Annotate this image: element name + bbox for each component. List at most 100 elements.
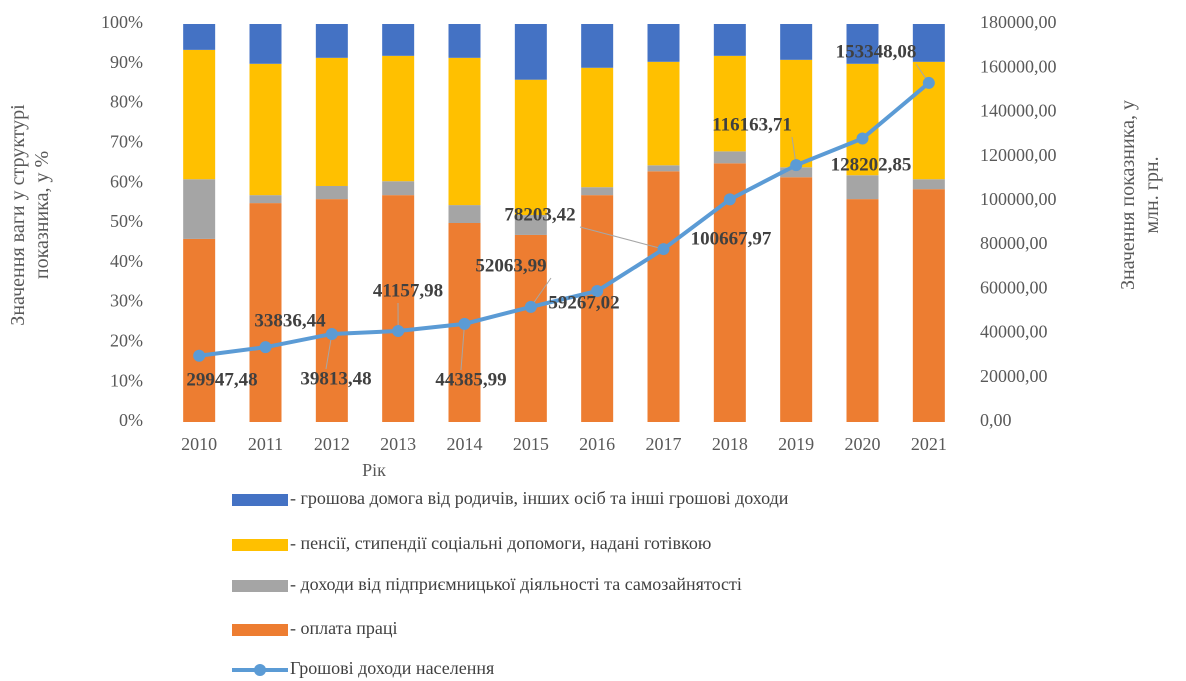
x-axis-title: Рік: [362, 460, 386, 480]
bar-segment: [448, 57, 481, 206]
bar-segment: [713, 24, 746, 56]
bar-segment: [315, 57, 348, 186]
x-tick-label: 2021: [911, 434, 947, 454]
y2-tick-label: 120000,00: [980, 145, 1057, 165]
legend-swatch: [232, 580, 288, 592]
x-tick-label: 2010: [181, 434, 217, 454]
x-tick-label: 2019: [778, 434, 814, 454]
bar-segment: [581, 67, 614, 188]
legend-swatch: [232, 624, 288, 636]
line-point: [458, 317, 471, 330]
y-tick-label: 0%: [119, 410, 143, 430]
line: [198, 81, 931, 358]
bar-segment: [514, 79, 547, 216]
line-point: [856, 132, 869, 145]
bar-segment: [846, 199, 879, 422]
y-tick-label: 40%: [110, 251, 143, 271]
line-point: [723, 193, 736, 206]
bar-segment: [183, 49, 216, 180]
value-label: 116163,71: [712, 114, 792, 135]
legend-marker: [254, 664, 266, 676]
bar-segment: [647, 171, 680, 422]
bar-segment: [514, 234, 547, 422]
bar-segment: [713, 151, 746, 164]
y2-tick-label: 160000,00: [980, 56, 1057, 76]
bar-segment: [846, 24, 879, 64]
bar-segment: [912, 24, 945, 62]
bar-segment: [315, 199, 348, 422]
line-point: [591, 284, 604, 297]
bar-segment: [647, 24, 680, 62]
bar-segment: [448, 205, 481, 223]
bar-segment: [514, 24, 547, 80]
legend-label: - пенсії, стипендії соціальні допомоги, …: [290, 533, 711, 553]
bar-segment: [183, 238, 216, 422]
bar-segment: [249, 63, 282, 196]
bar-segment: [382, 55, 415, 182]
leader-line: [460, 323, 465, 371]
x-tick-label: 2016: [579, 434, 615, 454]
bar-segment: [912, 179, 945, 190]
y2-tick-label: 80000,00: [980, 233, 1048, 253]
bar-segment: [780, 177, 813, 422]
bar-segment: [647, 165, 680, 172]
value-label: 59267,02: [548, 292, 619, 313]
x-tick-label: 2017: [646, 434, 682, 454]
bar-segment: [183, 179, 216, 239]
line-point: [259, 341, 272, 354]
y-tick-label: 60%: [110, 171, 143, 191]
bar-segment: [315, 24, 348, 58]
bar-segment: [581, 24, 614, 68]
bar-segment: [846, 175, 879, 200]
line-point: [922, 76, 935, 89]
axis-title: Значення ваги у структурі показника, у %: [7, 104, 53, 326]
bar-segment: [249, 203, 282, 422]
value-label: 153348,08: [836, 41, 917, 62]
y-tick-label: 70%: [110, 132, 143, 152]
y-tick-label: 20%: [110, 331, 143, 351]
y-tick-label: 10%: [110, 370, 143, 390]
y-tick-label: 30%: [110, 291, 143, 311]
bar-segment: [249, 195, 282, 204]
bar-segment: [780, 167, 813, 178]
legend-label: - оплата праці: [290, 618, 397, 638]
bar-segment: [912, 189, 945, 422]
y-tick-label: 50%: [110, 211, 143, 231]
y-tick-label: 90%: [110, 52, 143, 72]
y-tick-label: 100%: [101, 12, 143, 32]
y-tick-label: 80%: [110, 92, 143, 112]
axis-title: Значення показника, у млн. грн.: [1117, 100, 1163, 290]
bar-segment: [448, 24, 481, 58]
value-label: 44385,99: [435, 369, 506, 390]
x-tick-label: 2020: [845, 434, 881, 454]
x-tick-label: 2012: [314, 434, 350, 454]
y2-tick-label: 180000,00: [980, 12, 1057, 32]
line-point: [193, 349, 206, 362]
y2-tick-label: 20000,00: [980, 366, 1048, 386]
value-label: 100667,97: [691, 228, 772, 249]
bar-segment: [382, 181, 415, 196]
bar-segment: [183, 24, 216, 50]
legend-label: - грошова домога від родичів, інших осіб…: [290, 488, 789, 508]
bar-segment: [647, 61, 680, 166]
legend-label: Грошові доходи населення: [290, 658, 494, 678]
value-label: 39813,48: [300, 368, 371, 389]
line-point: [524, 300, 537, 313]
bar-segment: [780, 59, 813, 168]
line-point: [392, 324, 405, 337]
value-label: 78203,42: [504, 204, 575, 225]
x-tick-label: 2013: [380, 434, 416, 454]
line-point: [790, 159, 803, 172]
x-tick-label: 2011: [248, 434, 283, 454]
legend-label: - доходи від підприємницької діяльності …: [290, 574, 742, 594]
bar-segment: [514, 215, 547, 235]
bar-segment: [581, 195, 614, 422]
x-tick-label: 2014: [447, 434, 483, 454]
line-point: [325, 327, 338, 340]
y2-tick-label: 100000,00: [980, 189, 1057, 209]
y2-tick-label: 40000,00: [980, 322, 1048, 342]
bar-segment: [382, 24, 415, 56]
line-point: [657, 243, 670, 256]
y2-tick-label: 60000,00: [980, 277, 1048, 297]
bar-segment: [249, 24, 282, 64]
